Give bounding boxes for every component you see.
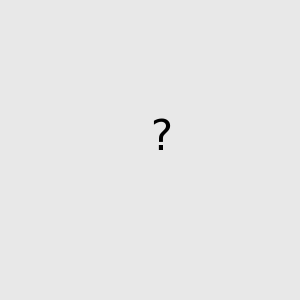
Text: ?: ? bbox=[150, 117, 172, 159]
